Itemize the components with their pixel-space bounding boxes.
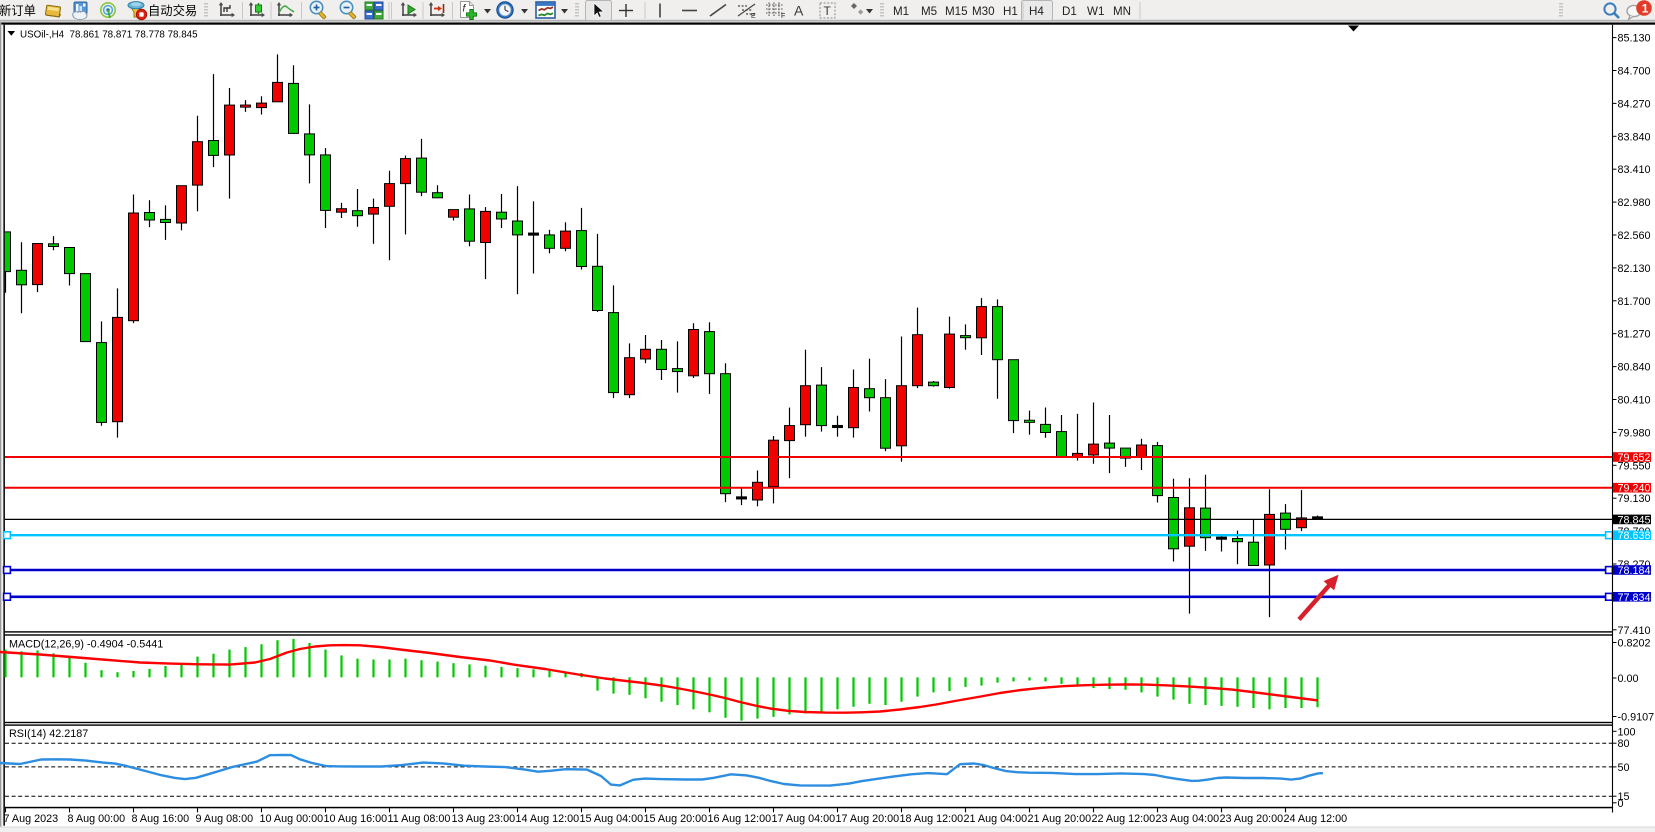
- svg-text:79.240: 79.240: [1618, 483, 1651, 495]
- svg-text:24 Aug 12:00: 24 Aug 12:00: [1284, 813, 1348, 825]
- svg-text:81.270: 81.270: [1618, 329, 1651, 341]
- svg-text:MN: MN: [1113, 5, 1131, 18]
- svg-text:77.410: 77.410: [1618, 625, 1651, 637]
- svg-text:13 Aug 23:00: 13 Aug 23:00: [452, 813, 516, 825]
- svg-text:82.130: 82.130: [1618, 263, 1651, 275]
- svg-text:0.00: 0.00: [1618, 673, 1639, 685]
- svg-text:8 Aug 00:00: 8 Aug 00:00: [68, 813, 126, 825]
- svg-text:21 Aug 04:00: 21 Aug 04:00: [964, 813, 1028, 825]
- svg-text:10 Aug 00:00: 10 Aug 00:00: [260, 813, 324, 825]
- svg-text:22 Aug 12:00: 22 Aug 12:00: [1092, 813, 1156, 825]
- svg-text:E: E: [751, 13, 756, 20]
- svg-text:MACD(12,26,9) -0.4904 -0.5441: MACD(12,26,9) -0.4904 -0.5441: [9, 639, 163, 651]
- svg-text:15 Aug 20:00: 15 Aug 20:00: [644, 813, 708, 825]
- svg-text:84.270: 84.270: [1618, 98, 1651, 110]
- svg-text:f: f: [463, 4, 467, 15]
- svg-text:RSI(14) 42.2187: RSI(14) 42.2187: [9, 728, 88, 740]
- svg-text:84.700: 84.700: [1618, 66, 1651, 78]
- svg-text:A: A: [794, 3, 804, 19]
- svg-text:8 Aug 16:00: 8 Aug 16:00: [132, 813, 190, 825]
- svg-text:78.845: 78.845: [1618, 514, 1651, 526]
- svg-text:-0.9107: -0.9107: [1618, 712, 1655, 724]
- svg-text:79.130: 79.130: [1618, 493, 1651, 505]
- svg-text:1: 1: [1642, 1, 1649, 15]
- svg-text:21 Aug 20:00: 21 Aug 20:00: [1028, 813, 1092, 825]
- svg-text:82.980: 82.980: [1618, 197, 1651, 209]
- svg-text:D1: D1: [1062, 5, 1077, 18]
- svg-text:17 Aug 20:00: 17 Aug 20:00: [836, 813, 900, 825]
- svg-text:14 Aug 12:00: 14 Aug 12:00: [516, 813, 580, 825]
- svg-text:T: T: [824, 4, 832, 18]
- svg-text:USOil-,H4 78.861 78.871 78.77: USOil-,H4 78.861 78.871 78.778 78.845: [20, 29, 198, 40]
- svg-text:17 Aug 04:00: 17 Aug 04:00: [772, 813, 836, 825]
- svg-text:11 Aug 08:00: 11 Aug 08:00: [388, 813, 451, 825]
- svg-text:81.700: 81.700: [1618, 296, 1651, 308]
- svg-text:83.410: 83.410: [1618, 164, 1651, 176]
- svg-text:23 Aug 04:00: 23 Aug 04:00: [1156, 813, 1220, 825]
- svg-text:15: 15: [1618, 791, 1630, 803]
- svg-text:100: 100: [1618, 726, 1636, 738]
- svg-text:H4: H4: [1029, 5, 1044, 18]
- svg-text:80: 80: [1618, 738, 1630, 750]
- svg-text:83.840: 83.840: [1618, 131, 1651, 143]
- svg-text:10 Aug 16:00: 10 Aug 16:00: [324, 813, 388, 825]
- svg-text:F: F: [781, 13, 785, 20]
- svg-text:15 Aug 04:00: 15 Aug 04:00: [580, 813, 644, 825]
- svg-text:50: 50: [1618, 762, 1630, 774]
- svg-text:0: 0: [1618, 798, 1624, 810]
- svg-text:79.652: 79.652: [1618, 452, 1651, 464]
- svg-text:85.130: 85.130: [1618, 33, 1651, 45]
- svg-text:W1: W1: [1087, 5, 1104, 18]
- svg-text:M1: M1: [893, 5, 909, 18]
- svg-text:自动交易: 自动交易: [148, 3, 197, 18]
- svg-text:新订单: 新订单: [0, 3, 36, 18]
- svg-text:82.560: 82.560: [1618, 230, 1651, 242]
- svg-text:7 Aug 2023: 7 Aug 2023: [4, 813, 59, 825]
- svg-text:M5: M5: [921, 5, 937, 18]
- svg-text:78.184: 78.184: [1618, 565, 1651, 577]
- svg-text:79.550: 79.550: [1618, 460, 1651, 472]
- svg-text:M30: M30: [972, 5, 995, 18]
- svg-text:78.638: 78.638: [1618, 530, 1651, 542]
- svg-text:18 Aug 12:00: 18 Aug 12:00: [900, 813, 964, 825]
- svg-text:80.410: 80.410: [1618, 395, 1651, 407]
- svg-text:0.8202: 0.8202: [1618, 638, 1651, 650]
- svg-text:M15: M15: [945, 5, 968, 18]
- svg-text:H1: H1: [1003, 5, 1018, 18]
- svg-text:79.980: 79.980: [1618, 427, 1651, 439]
- svg-text:80.840: 80.840: [1618, 362, 1651, 374]
- svg-text:16 Aug 12:00: 16 Aug 12:00: [708, 813, 772, 825]
- svg-text:23 Aug 20:00: 23 Aug 20:00: [1220, 813, 1284, 825]
- svg-text:9 Aug 08:00: 9 Aug 08:00: [196, 813, 254, 825]
- svg-text:77.834: 77.834: [1618, 592, 1651, 604]
